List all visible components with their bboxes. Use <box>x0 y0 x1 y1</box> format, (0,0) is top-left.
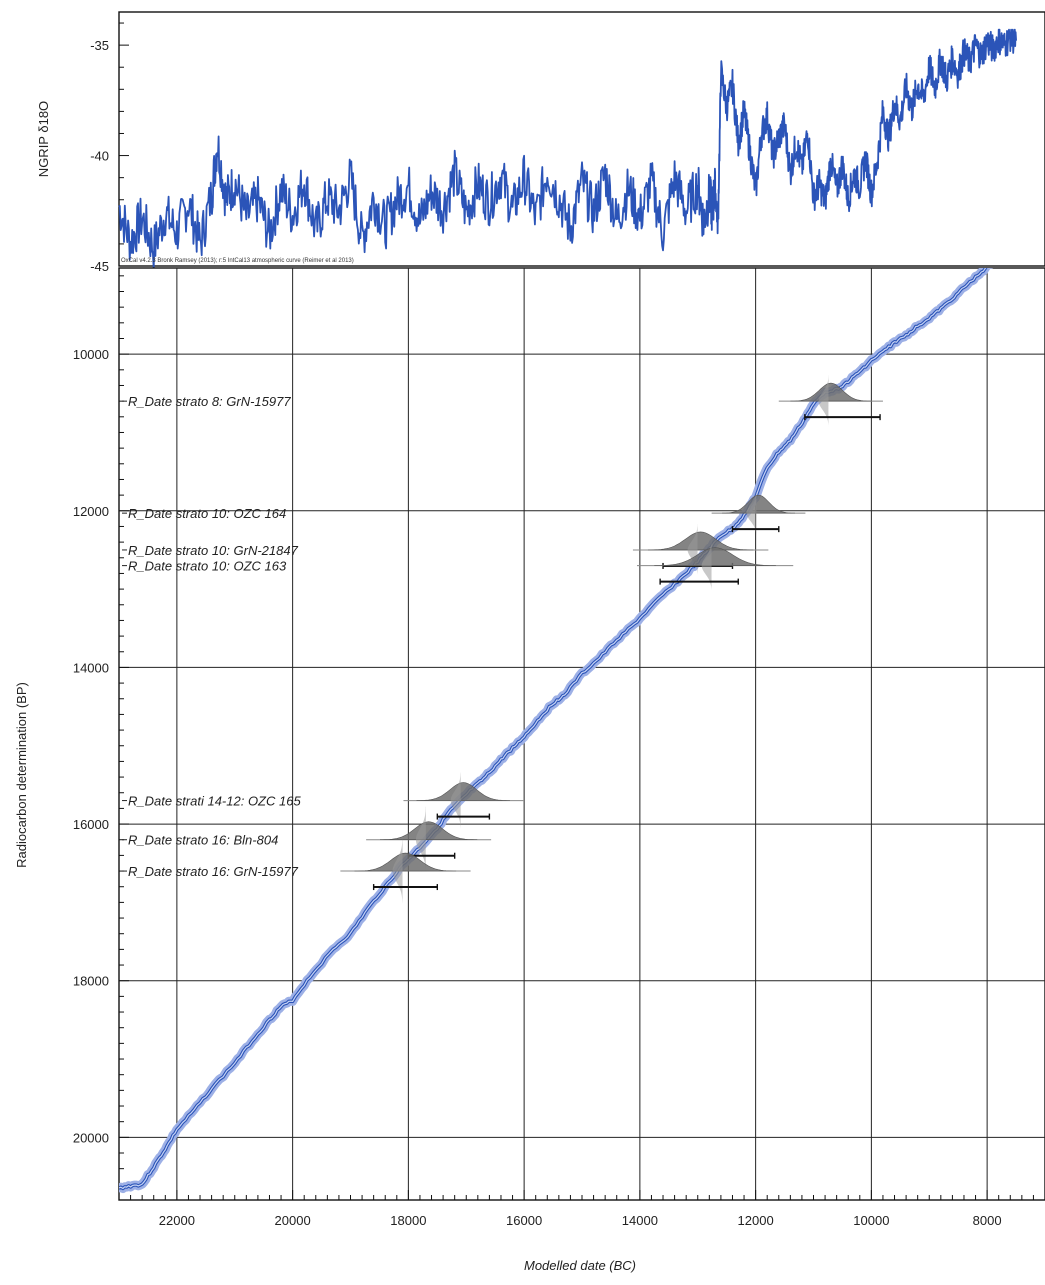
sample-group: R_Date strato 10: OZC 163 <box>122 539 794 592</box>
sample-group: R_Date strato 10: OZC 164 <box>122 489 806 537</box>
sample-label: R_Date strato 10: GrN-21847 <box>128 543 299 558</box>
sample-measurement-distribution <box>701 539 712 592</box>
sample-group: R_Date strato 16: Bln-804 <box>122 806 492 873</box>
sample-label: R_Date strato 10: OZC 163 <box>128 559 287 574</box>
ngrip-y-axis-title: NGRIP δ18O <box>36 101 51 177</box>
ngrip-frame <box>118 11 1045 267</box>
sample-measurement-distribution <box>746 489 757 537</box>
sample-label: R_Date strato 16: Bln-804 <box>128 833 278 848</box>
calibration-curve-group <box>119 268 994 1193</box>
sample-probability-distribution <box>722 494 795 514</box>
sample-label: R_Date strato 8: GrN-15977 <box>128 394 291 409</box>
sample-measurement-distribution <box>450 772 461 829</box>
calibration-panel: 22000 20000 18000 16000 14000 12000 10000 8000 1… <box>14 267 1045 1273</box>
y-axis-title: Radiocarbon determination (BP) <box>14 682 29 868</box>
calibration-curve-centre <box>119 268 987 1190</box>
ngrip-y-tick-label: -35 <box>90 38 109 53</box>
sample-probability-distribution <box>790 382 872 402</box>
x-tick-label: 10000 <box>853 1213 889 1228</box>
x-tick-label: 12000 <box>738 1213 774 1228</box>
sample-label: R_Date strati 14-12: OZC 165 <box>128 794 301 809</box>
y-tick-label: 10000 <box>73 347 109 362</box>
x-tick-label: 8000 <box>973 1213 1002 1228</box>
y-tick-label: 16000 <box>73 817 109 832</box>
sample-probability-distribution <box>654 547 776 566</box>
sample-probability-distribution <box>416 782 510 801</box>
ngrip-y-tick-label: -40 <box>90 149 109 164</box>
x-tick-label: 16000 <box>506 1213 542 1228</box>
sample-measurement-distribution <box>818 375 829 427</box>
x-tick-label: 20000 <box>275 1213 311 1228</box>
x-tick-label: 18000 <box>390 1213 426 1228</box>
y-tick-label: 14000 <box>73 660 109 675</box>
credit-text: OxCal v4.2.3 Bronk Ramsey (2013); r:5 In… <box>121 258 354 264</box>
sample-label: R_Date strato 16: GrN-15977 <box>128 864 299 879</box>
y-tick-label: 18000 <box>73 974 109 989</box>
sample-group: R_Date strato 8: GrN-15977 <box>122 375 883 427</box>
calibration-frame <box>118 267 1045 1201</box>
x-axis-title: Modelled date (BC) <box>524 1258 636 1273</box>
y-tick-label: 12000 <box>73 504 109 519</box>
ngrip-series-line <box>118 28 1017 270</box>
x-tick-label: 14000 <box>622 1213 658 1228</box>
sample-probability-distribution <box>648 531 754 551</box>
y-tick-label: 20000 <box>73 1130 109 1145</box>
sample-label: R_Date strato 10: OZC 164 <box>128 506 286 521</box>
ngrip-y-tick-label: -45 <box>90 259 109 274</box>
x-tick-label: 22000 <box>159 1213 195 1228</box>
sample-group: R_Date strato 16: GrN-15977 <box>122 838 471 904</box>
sample-group: R_Date strati 14-12: OZC 165 <box>122 772 524 829</box>
sample-probability-distribution <box>380 821 478 840</box>
sample-probability-distribution <box>354 852 457 872</box>
ngrip-panel: -35 -40 -45 NGRIP δ18O OxCal v4.2.3 Bronk Ra… <box>36 11 1045 274</box>
